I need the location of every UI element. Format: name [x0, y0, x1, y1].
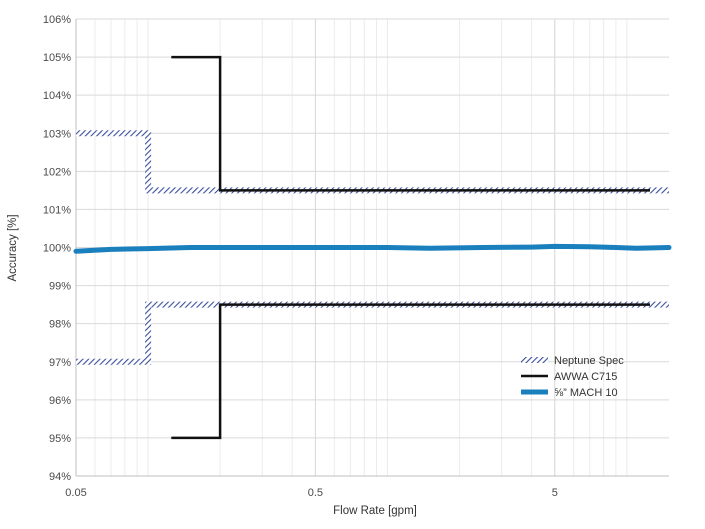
awwa-c715-line [171, 55, 650, 192]
y-tick-label: 100% [43, 243, 71, 255]
x-tick-label: 0.5 [308, 487, 323, 499]
y-tick-label: 97% [49, 357, 71, 369]
y-tick-label: 101% [43, 204, 71, 216]
x-tick-label: 0.05 [65, 487, 86, 499]
y-tick-label: 103% [43, 128, 71, 140]
awwa-c715-line [171, 303, 650, 440]
mach10-line [73, 243, 672, 254]
legend-label-mach10: ⅝” MACH 10 [554, 387, 618, 399]
y-tick-label: 94% [49, 471, 71, 483]
x-axis-label: Flow Rate [gpm] [333, 505, 417, 517]
x-tick-label: 5 [552, 487, 558, 499]
y-tick-label: 102% [43, 166, 71, 178]
y-tick-label: 106% [43, 14, 71, 26]
y-axis-label: Accuracy [%] [7, 214, 19, 281]
y-tick-label: 95% [49, 433, 71, 445]
y-tick-label: 96% [49, 395, 71, 407]
legend-label-awwa-c715: AWWA C715 [554, 371, 617, 383]
y-tick-label: 105% [43, 52, 71, 64]
y-tick-label: 104% [43, 90, 71, 102]
y-tick-label: 98% [49, 319, 71, 331]
tick-labels: 94% 95% 96% 97% 98% 99% 100% 101% 102% 103% 104% 10… [43, 14, 558, 499]
legend-label-neptune-spec: Neptune Spec [554, 355, 624, 367]
neptune-spec-line [76, 301, 669, 365]
legend: Neptune Spec AWWA C715 ⅝” MACH 10 [521, 355, 624, 399]
neptune-spec-line [76, 130, 669, 194]
y-tick-label: 99% [49, 281, 71, 293]
series-layer [73, 55, 672, 440]
